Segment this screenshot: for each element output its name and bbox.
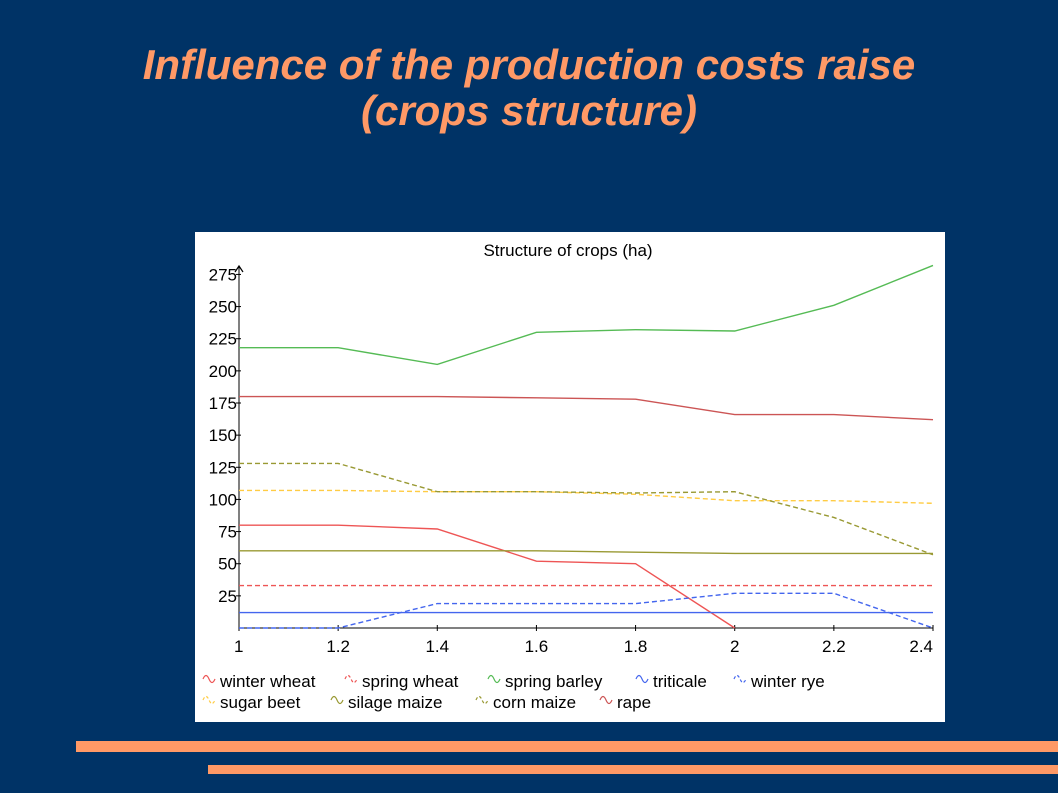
chart-title: Structure of crops (ha) [483,241,652,260]
series-line-rape [239,395,934,421]
legend-swatch [344,674,358,684]
series-line-winter-rye [239,592,934,629]
x-tick-label: 2.2 [822,637,846,656]
x-axis-ticks: 1 1.2 1.4 1.6 1.8 2 2.2 2.4 [234,625,934,656]
legend-label: winter wheat [219,672,316,691]
x-tick-label: 1 [234,637,243,656]
legend-swatch [330,695,344,705]
series-line-sugar-beet [239,489,934,504]
legend-swatch [487,674,501,684]
x-tick-label: 1.8 [624,637,648,656]
y-tick-label: 100 [209,490,237,509]
crops-structure-chart: Structure of crops (ha) 25 50 75 100 125 150 1… [202,241,934,712]
y-tick-label: 250 [209,298,237,317]
series-line-winter-wheat [239,524,736,629]
series-line-silage-maize [239,550,933,555]
legend-swatch [635,674,649,684]
x-tick-label: 2.4 [909,637,933,656]
legend-label: rape [617,693,651,712]
legend-label: spring barley [505,672,603,691]
series-lines [239,264,934,629]
legend-item-triticale: triticale [635,672,707,691]
y-tick-label: 275 [209,265,237,284]
chart-axes [234,264,933,629]
legend-label: winter rye [750,672,825,691]
legend-label: sugar beet [220,693,301,712]
accent-bar-bottom [208,765,1058,774]
legend-item-spring-wheat: spring wheat [344,672,459,691]
y-tick-label: 175 [209,394,237,413]
legend-item-sugar-beet: sugar beet [202,693,301,712]
legend-label: triticale [653,672,707,691]
legend-swatch [599,695,613,705]
y-axis-arrow [234,264,244,273]
y-tick-label: 150 [209,426,237,445]
legend-item-winter-rye: winter rye [733,672,825,691]
chart-panel: Structure of crops (ha) 25 50 75 100 125 150 1… [195,232,945,722]
x-tick-label: 1.6 [525,637,549,656]
legend-swatch [202,695,216,705]
legend-swatch [475,695,489,705]
legend: winter wheat spring wheat spring barley tri… [202,672,825,712]
accent-bar-top [76,741,1058,752]
slide-title: Influence of the production costs raise … [0,42,1058,134]
x-tick-label: 1.2 [326,637,350,656]
legend-item-silage-maize: silage maize [330,693,443,712]
slide-title-line-2: (crops structure) [360,87,698,134]
legend-item-rape: rape [599,693,651,712]
y-tick-label: 50 [218,555,237,574]
series-line-spring-barley [239,264,934,366]
x-tick-label: 1.4 [425,637,449,656]
y-tick-label: 200 [209,362,237,381]
y-axis-ticks: 25 50 75 100 125 150 175 200 225 250 275 [209,265,241,606]
y-tick-label: 125 [209,458,237,477]
legend-item-corn-maize: corn maize [475,693,576,712]
legend-item-winter-wheat: winter wheat [202,672,316,691]
y-tick-label: 225 [209,330,237,349]
legend-label: silage maize [348,693,443,712]
slide-title-line-1: Influence of the production costs raise [142,41,916,88]
y-tick-label: 75 [218,523,237,542]
y-tick-label: 25 [218,587,237,606]
legend-label: corn maize [493,693,576,712]
series-line-corn-maize [239,462,934,556]
legend-swatch [202,674,216,684]
legend-swatch [733,674,747,684]
legend-label: spring wheat [362,672,459,691]
legend-item-spring-barley: spring barley [487,672,603,691]
x-tick-label: 2 [730,637,739,656]
